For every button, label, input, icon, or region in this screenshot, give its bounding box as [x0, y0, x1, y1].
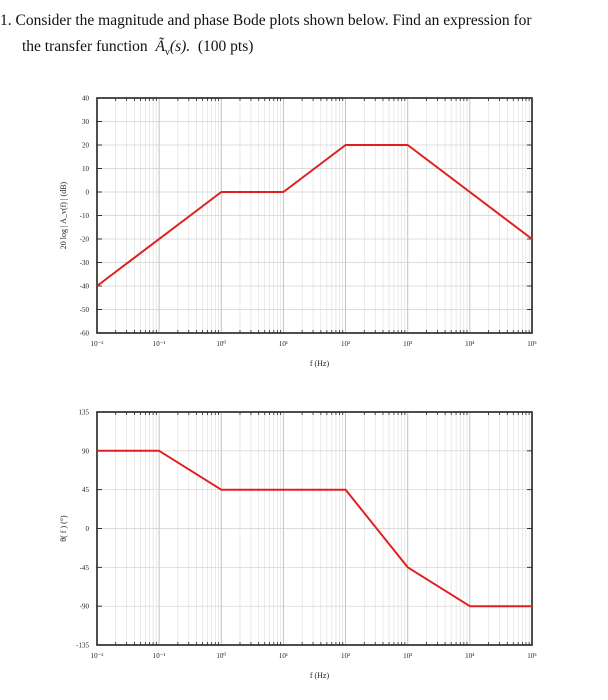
- magnitude-y-axis-title: 20 log | A_v(f) | (dB): [59, 181, 68, 249]
- question-line1-text: Consider the magnitude and phase Bode pl…: [15, 12, 532, 29]
- magnitude-y-tick-label: -50: [80, 306, 90, 314]
- phase-grid: [96, 411, 532, 646]
- phase-y-tick-label: 45: [82, 486, 90, 494]
- transfer-function-argument: (s).: [169, 38, 191, 55]
- magnitude-y-tick-label: -30: [80, 259, 90, 267]
- magnitude-y-tick-label: -20: [80, 236, 90, 244]
- magnitude-x-tick-label: 10⁴: [465, 340, 475, 348]
- magnitude-y-tick-label: 20: [82, 142, 90, 150]
- magnitude-y-tick-label: -40: [80, 283, 90, 291]
- phase-x-tick-label: 10¹: [279, 652, 288, 660]
- phase-x-tick-label: 10³: [403, 652, 412, 660]
- question-number: 1.: [0, 12, 12, 29]
- magnitude-y-tick-label: -60: [80, 330, 90, 338]
- magnitude-x-tick-label: 10³: [403, 340, 412, 348]
- phase-y-tick-label: -90: [80, 603, 90, 611]
- phase-x-tick-label: 10²: [341, 652, 350, 660]
- magnitude-x-tick-label: 10⁻²: [91, 340, 104, 348]
- phase-y-tick-label: -135: [76, 642, 89, 650]
- question-line-1: 1. Consider the magnitude and phase Bode…: [0, 8, 600, 34]
- magnitude-x-tick-label: 10²: [341, 340, 350, 348]
- phase-y-tick-label: -45: [80, 564, 90, 572]
- magnitude-y-tick-label: 10: [82, 165, 90, 173]
- magnitude-x-axis-title: f (Hz): [310, 359, 330, 368]
- phase-x-tick-label: 10⁴: [465, 652, 475, 660]
- question-line-2: the transfer function Ãv(s). (100 pts): [0, 34, 600, 66]
- phase-x-tick-label: 10⁻¹: [153, 652, 166, 660]
- phase-y-tick-label: 135: [79, 409, 90, 417]
- phase-x-tick-label: 10⁵: [527, 652, 537, 660]
- phase-x-tick-label: 10⁻²: [91, 652, 104, 660]
- phase-y-tick-label: 0: [86, 525, 90, 533]
- phase-series-line: [97, 449, 532, 608]
- magnitude-y-tick-label: 40: [82, 95, 90, 103]
- magnitude-y-tick-label: 0: [86, 189, 90, 197]
- transfer-function-symbol: Ã: [155, 38, 165, 55]
- magnitude-y-tick-label: 30: [82, 118, 90, 126]
- question-points: (100 pts): [197, 38, 254, 55]
- question-text: 1. Consider the magnitude and phase Bode…: [0, 8, 600, 66]
- phase-axes-frame: [96, 411, 533, 646]
- phase-y-tick-label: 90: [82, 447, 90, 455]
- phase-y-axis-title: θ( f ) (°): [59, 515, 68, 542]
- magnitude-axes-frame: [96, 97, 533, 334]
- question-line2-text: the transfer function: [22, 38, 148, 55]
- magnitude-x-tick-label: 10¹: [279, 340, 288, 348]
- magnitude-y-tick-label: -10: [80, 212, 90, 220]
- phase-x-axis-title: f (Hz): [310, 671, 330, 680]
- magnitude-x-tick-label: 10⁵: [527, 340, 537, 348]
- magnitude-x-tick-label: 10⁰: [216, 340, 226, 348]
- magnitude-series-line: [96, 144, 533, 287]
- magnitude-x-tick-label: 10⁻¹: [153, 340, 166, 348]
- phase-x-tick-label: 10⁰: [216, 652, 226, 660]
- magnitude-grid: [96, 97, 532, 334]
- transfer-function-subscript: v: [164, 47, 170, 59]
